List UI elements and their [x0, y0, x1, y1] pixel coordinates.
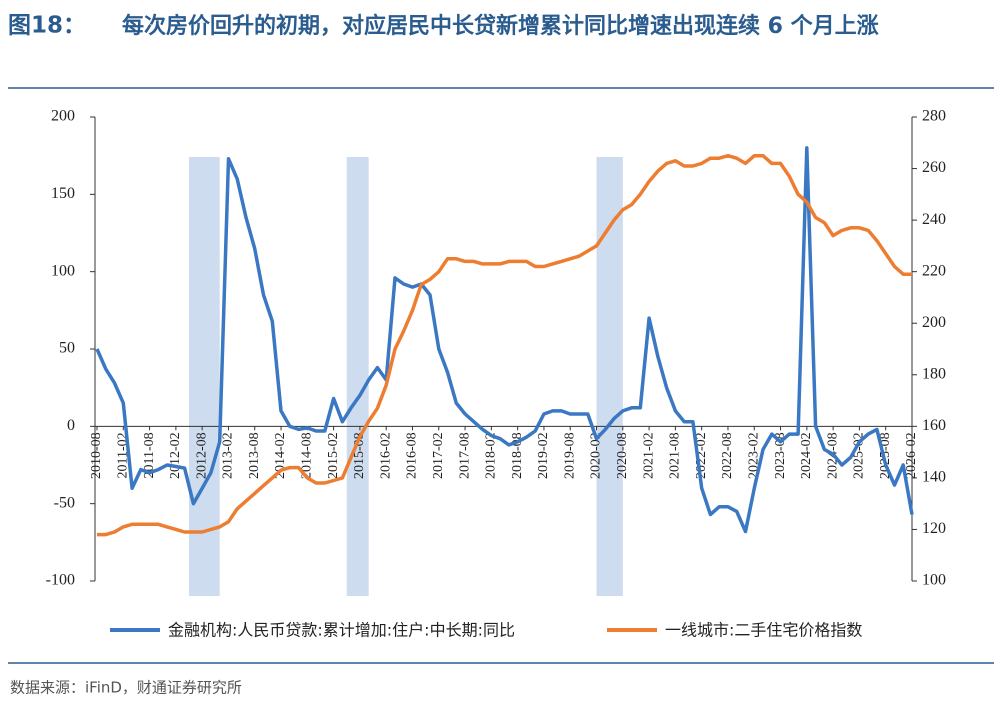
- x-tick-label: 2012-08: [194, 432, 209, 479]
- x-tick-label: 2013-02: [221, 432, 236, 479]
- x-tick-label: 2023-08: [773, 432, 788, 479]
- y2-tick-label: 160: [922, 417, 946, 434]
- y-tick-label: 100: [51, 262, 75, 279]
- y2-tick-label: 120: [922, 520, 946, 537]
- y2-tick-label: 200: [922, 314, 946, 331]
- x-tick-label: 2016-02: [378, 432, 393, 479]
- x-tick-label: 2020-08: [615, 432, 630, 479]
- x-tick-label: 2018-02: [484, 432, 499, 479]
- x-tick-label: 2017-08: [457, 432, 472, 479]
- x-tick-label: 2022-08: [720, 432, 735, 479]
- x-tick-label: 2021-02: [641, 432, 656, 479]
- y2-tick-label: 240: [922, 211, 946, 228]
- x-tick-label: 2011-08: [142, 432, 157, 478]
- legend-label: 一线城市:二手住宅价格指数: [665, 621, 862, 640]
- series-line: [97, 153, 912, 537]
- chart-title: 每次房价回升的初期，对应居民中长贷新增累计同比增速出现连续 6 个月上涨: [122, 14, 879, 39]
- x-tick-label: 2012-02: [168, 432, 183, 479]
- x-tick-label: 2014-08: [300, 432, 315, 479]
- highlight-band: [596, 157, 623, 596]
- legend-label: 金融机构:人民币贷款:累计增加:住户:中长期:同比: [168, 621, 515, 640]
- x-tick-label: 2021-08: [668, 432, 683, 479]
- highlight-band: [346, 157, 369, 596]
- title-box: 每次房价回升的初期，对应居民中长贷新增累计同比增速出现连续 6 个月上涨: [122, 14, 879, 39]
- x-tick-label: 2019-02: [536, 432, 551, 479]
- y2-tick-label: 180: [922, 365, 946, 382]
- x-tick-label: 2026-02: [904, 432, 919, 479]
- y2-tick-label: 260: [922, 159, 946, 176]
- x-tick-label: 2014-02: [273, 432, 288, 479]
- x-tick-label: 2016-08: [405, 432, 420, 479]
- x-tick-label: 2013-08: [247, 432, 262, 479]
- x-tick-label: 2017-02: [431, 432, 446, 479]
- y2-tick-label: 140: [922, 469, 946, 486]
- x-tick-label: 2020-02: [589, 432, 604, 479]
- x-tick-label: 2019-08: [562, 432, 577, 479]
- y-tick-label: -50: [54, 494, 75, 511]
- y2-tick-label: 100: [922, 572, 946, 589]
- source-note: 数据来源：iFinD，财通证券研究所: [10, 679, 242, 697]
- plot-area: -100 -50 0 50 100 150 200 100 120 140 160 180 200 220…: [46, 108, 946, 640]
- figure-label: 图18：: [8, 13, 86, 39]
- y2-tick-label: 280: [922, 108, 946, 125]
- y-tick-label: 50: [59, 340, 75, 357]
- x-tick-label: 2024-02: [799, 432, 814, 479]
- highlight-band: [189, 157, 220, 596]
- y-tick-label: 150: [51, 185, 75, 202]
- y-tick-label: 0: [67, 417, 75, 434]
- y2-tick-label: 220: [922, 262, 946, 279]
- y-tick-label: -100: [46, 572, 75, 589]
- x-tick-label: 2010-08: [89, 432, 104, 479]
- series-line: [95, 146, 914, 534]
- x-tick-label: 2015-02: [326, 432, 341, 479]
- x-tick-label: 2025-02: [852, 432, 867, 479]
- y-tick-label: 200: [51, 108, 75, 125]
